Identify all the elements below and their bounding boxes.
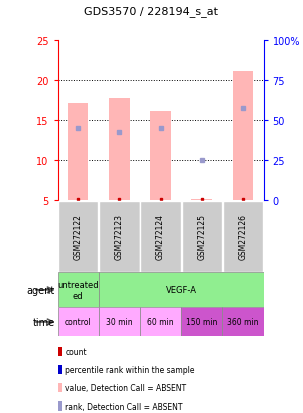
- Bar: [109, 99, 130, 200]
- Bar: [58, 308, 99, 337]
- Bar: [99, 273, 264, 308]
- Bar: [223, 201, 263, 272]
- Bar: [140, 201, 181, 272]
- Text: value, Detection Call = ABSENT: value, Detection Call = ABSENT: [65, 384, 186, 392]
- Bar: [99, 308, 140, 337]
- Bar: [222, 308, 264, 337]
- Text: untreated
ed: untreated ed: [57, 280, 99, 300]
- Text: percentile rank within the sample: percentile rank within the sample: [65, 366, 195, 374]
- Bar: [58, 201, 98, 272]
- Text: GSM272122: GSM272122: [74, 214, 83, 259]
- Text: 60 min: 60 min: [147, 318, 174, 327]
- Text: VEGF-A: VEGF-A: [166, 286, 197, 294]
- Text: GDS3570 / 228194_s_at: GDS3570 / 228194_s_at: [85, 6, 218, 17]
- Bar: [191, 199, 212, 200]
- Text: count: count: [65, 347, 87, 356]
- Text: rank, Detection Call = ABSENT: rank, Detection Call = ABSENT: [65, 401, 183, 411]
- Text: GSM272126: GSM272126: [238, 214, 248, 259]
- Text: GSM272123: GSM272123: [115, 214, 124, 259]
- Bar: [140, 308, 181, 337]
- Text: 30 min: 30 min: [106, 318, 133, 327]
- Text: 150 min: 150 min: [186, 318, 218, 327]
- Text: control: control: [65, 318, 92, 327]
- Text: GSM272124: GSM272124: [156, 214, 165, 259]
- Text: 360 min: 360 min: [227, 318, 259, 327]
- Bar: [58, 273, 99, 308]
- Text: agent: agent: [26, 285, 55, 295]
- Bar: [233, 72, 253, 200]
- Bar: [99, 201, 140, 272]
- Bar: [68, 103, 88, 200]
- Text: GSM272125: GSM272125: [197, 214, 206, 259]
- Bar: [181, 201, 222, 272]
- Text: time: time: [32, 317, 55, 327]
- Bar: [181, 308, 222, 337]
- Bar: [150, 112, 171, 200]
